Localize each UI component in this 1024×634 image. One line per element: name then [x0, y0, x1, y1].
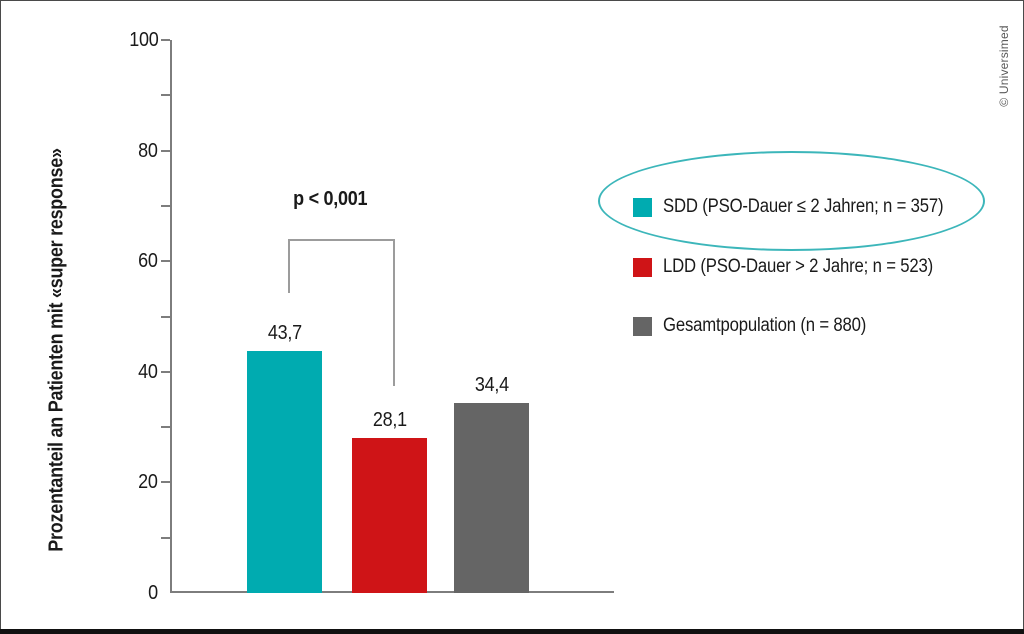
y-tick-label-100: 100	[94, 28, 159, 52]
bar-value-text-gesamt: 34,4	[474, 373, 509, 396]
legend-item-sdd: SDD (PSO-Dauer ≤ 2 Jahren; n = 357)	[633, 197, 982, 217]
y-tick-label-text-0: 0	[148, 582, 158, 604]
y-tick-label-text-60: 60	[138, 250, 159, 273]
y-tick-label-0: 0	[94, 581, 158, 605]
y-tick-label-20: 20	[94, 470, 159, 494]
legend-label-ldd: LDD (PSO-Dauer > 2 Jahre; n = 523)	[663, 256, 934, 277]
bar-value-sdd: 43,7	[235, 321, 335, 345]
legend-item-ldd: LDD (PSO-Dauer > 2 Jahre; n = 523)	[633, 257, 970, 277]
bar-sdd	[247, 351, 322, 593]
bar-ldd	[352, 437, 427, 593]
bracket-top	[287, 239, 395, 241]
y-tick-label-40: 40	[94, 360, 159, 384]
bar-value-text-sdd: 43,7	[267, 322, 302, 345]
legend-label-gesamt: Gesamtpopulation (n = 880)	[663, 315, 867, 336]
legend-highlight-ellipse	[598, 151, 985, 251]
y-tick-40	[161, 370, 170, 373]
bracket-right-arm	[392, 239, 395, 386]
legend-swatch-sdd	[633, 197, 652, 217]
y-tick-label-60: 60	[94, 249, 159, 273]
y-tick-label-text-100: 100	[128, 29, 159, 51]
y-tick-30	[161, 426, 170, 429]
p-value-label: p < 0,001	[230, 186, 430, 212]
y-tick-60	[161, 260, 170, 263]
legend-label-sdd: SDD (PSO-Dauer ≤ 2 Jahren; n = 357)	[663, 196, 944, 217]
bar-value-text-ldd: 28,1	[372, 408, 407, 431]
bar-gesamt	[454, 402, 529, 593]
y-tick-label-text-40: 40	[138, 360, 159, 383]
legend-swatch-ldd	[633, 257, 652, 277]
y-tick-10	[161, 536, 170, 539]
credit-text: © Universimed	[997, 25, 1011, 107]
y-tick-20	[161, 481, 170, 484]
y-axis-line	[170, 40, 172, 593]
y-tick-label-text-80: 80	[138, 139, 159, 162]
figure-bottom-rule	[0, 629, 1024, 634]
y-tick-label-text-20: 20	[138, 471, 159, 494]
legend-item-gesamt: Gesamtpopulation (n = 880)	[633, 316, 894, 336]
bracket-left-arm	[287, 239, 290, 294]
y-tick-50	[161, 315, 170, 318]
y-tick-80	[161, 149, 170, 152]
y-tick-label-80: 80	[94, 139, 159, 163]
p-value-text: p < 0,001	[292, 188, 368, 210]
legend-swatch-gesamt	[633, 316, 652, 336]
y-tick-90	[161, 94, 170, 97]
y-tick-100	[161, 39, 170, 41]
bar-value-ldd: 28,1	[340, 408, 440, 432]
bar-value-gesamt: 34,4	[442, 373, 542, 397]
y-tick-70	[161, 204, 170, 207]
